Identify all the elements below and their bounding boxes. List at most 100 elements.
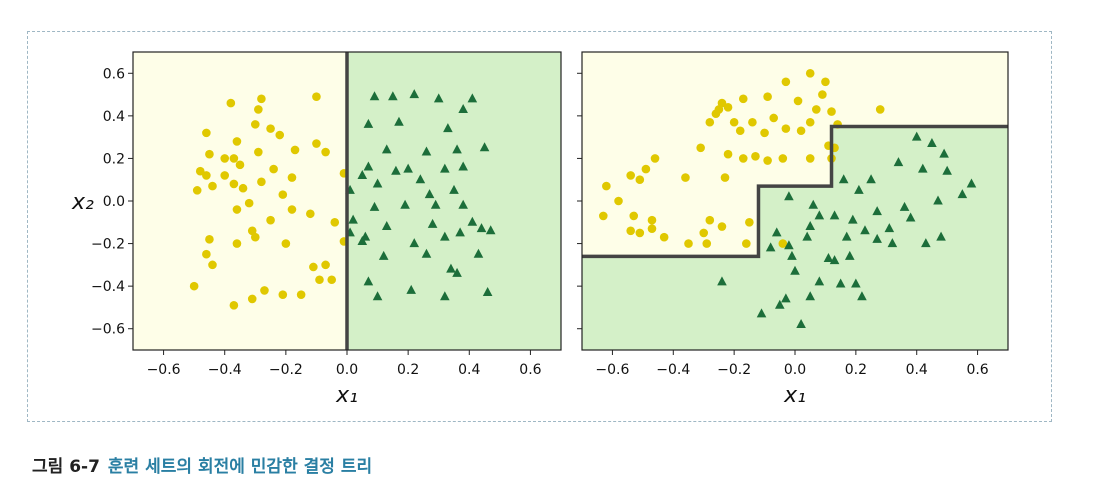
- x-tick-label: 0.4: [906, 362, 928, 378]
- class1-point: [805, 291, 816, 301]
- class1-point: [939, 148, 949, 158]
- class1-point: [421, 146, 432, 156]
- y-axis-label: x₂: [71, 190, 94, 215]
- class0-point: [278, 290, 288, 299]
- class1-point: [421, 248, 432, 258]
- class0-point: [684, 239, 693, 248]
- class0-point: [247, 226, 257, 236]
- class0-point: [827, 107, 836, 116]
- class1-point: [406, 284, 416, 294]
- y-tick-label: 0.0: [103, 194, 125, 210]
- class0-point: [202, 128, 211, 138]
- class1-point: [887, 238, 898, 248]
- points-class1: [717, 131, 977, 328]
- class1-point: [449, 184, 459, 194]
- class1-point: [927, 138, 937, 148]
- class0-point: [327, 275, 337, 285]
- x-tick-label: 0.0: [336, 362, 358, 378]
- class0-point: [260, 286, 269, 295]
- class0-point: [269, 164, 278, 174]
- caption-label: 그림 6-7: [32, 457, 100, 477]
- class1-point: [440, 163, 450, 173]
- class0-point: [220, 171, 230, 180]
- class1-point: [476, 223, 487, 233]
- class1-point: [424, 189, 435, 199]
- x-tick-label: −0.6: [147, 362, 181, 378]
- x-axis-label: x₁: [783, 383, 806, 408]
- class0-point: [602, 181, 611, 191]
- class0-point: [250, 120, 260, 129]
- class1-point: [369, 91, 380, 101]
- class0-point: [738, 94, 748, 104]
- class0-point: [659, 232, 669, 242]
- class1-point: [933, 195, 943, 205]
- class1-point: [455, 227, 465, 237]
- figure-plots: −0.6 −0.4 −0.2 0.0 0.2 0.4 0.6 0.6 0.4 0.2 0.0 −0.2…: [71, 51, 1009, 408]
- class1-point: [485, 225, 496, 235]
- class1-point: [391, 165, 401, 175]
- class1-point: [784, 240, 794, 250]
- class0-point: [235, 160, 245, 170]
- class1-point: [443, 123, 453, 133]
- class0-point: [254, 105, 263, 114]
- class0-point: [232, 137, 242, 146]
- class1-point: [790, 265, 800, 275]
- class0-point: [821, 77, 830, 87]
- class1-point: [796, 318, 806, 328]
- class0-point: [321, 260, 330, 270]
- class1-point: [427, 218, 438, 228]
- class1-point: [357, 169, 368, 179]
- class0-point: [763, 156, 772, 165]
- class0-point: [699, 228, 709, 238]
- class1-point: [357, 235, 368, 245]
- class0-point: [229, 154, 239, 163]
- x-tick-label: −0.2: [717, 362, 751, 378]
- class0-point: [287, 173, 297, 182]
- class1-point: [467, 93, 478, 103]
- class0-point: [189, 281, 199, 291]
- class0-point: [208, 260, 217, 270]
- class0-point: [745, 217, 754, 227]
- class1-point: [381, 144, 392, 154]
- class0-point: [720, 173, 730, 182]
- class1-point: [814, 210, 825, 220]
- class1-point: [452, 267, 462, 277]
- class0-point: [723, 103, 733, 112]
- class0-point: [250, 232, 260, 242]
- class1-point: [458, 199, 468, 209]
- class1-point: [381, 221, 392, 231]
- y-tick-label: 0.2: [103, 151, 125, 167]
- class1-point: [802, 231, 812, 241]
- class1-point: [872, 233, 882, 243]
- class0-point: [208, 181, 217, 191]
- class0-point: [723, 149, 733, 159]
- class0-point: [781, 77, 791, 87]
- class1-point: [458, 103, 468, 113]
- y-tick-label: 0.6: [103, 66, 125, 82]
- class1-point: [893, 157, 904, 167]
- class0-point: [192, 186, 202, 195]
- class0-point: [711, 109, 721, 119]
- class1-point: [854, 184, 864, 194]
- class0-point: [805, 154, 815, 163]
- class0-point: [321, 147, 330, 157]
- class0-point: [312, 139, 321, 148]
- class0-point: [818, 90, 827, 99]
- class0-point: [781, 124, 791, 133]
- class1-point: [394, 116, 404, 126]
- class0-point: [650, 154, 660, 163]
- class0-point: [254, 147, 263, 157]
- class0-point: [220, 154, 230, 163]
- class1-point: [473, 248, 484, 258]
- class0-point: [805, 117, 815, 127]
- class0-point: [626, 226, 635, 236]
- class1-point: [835, 278, 846, 288]
- class1-point: [363, 276, 374, 286]
- class1-point: [905, 212, 916, 222]
- class0-point: [229, 301, 239, 310]
- class0-point: [266, 215, 275, 225]
- class1-point: [765, 242, 776, 252]
- class1-point: [403, 163, 413, 173]
- x-tick-label: −0.6: [595, 362, 629, 378]
- decision-boundary: [582, 124, 1008, 259]
